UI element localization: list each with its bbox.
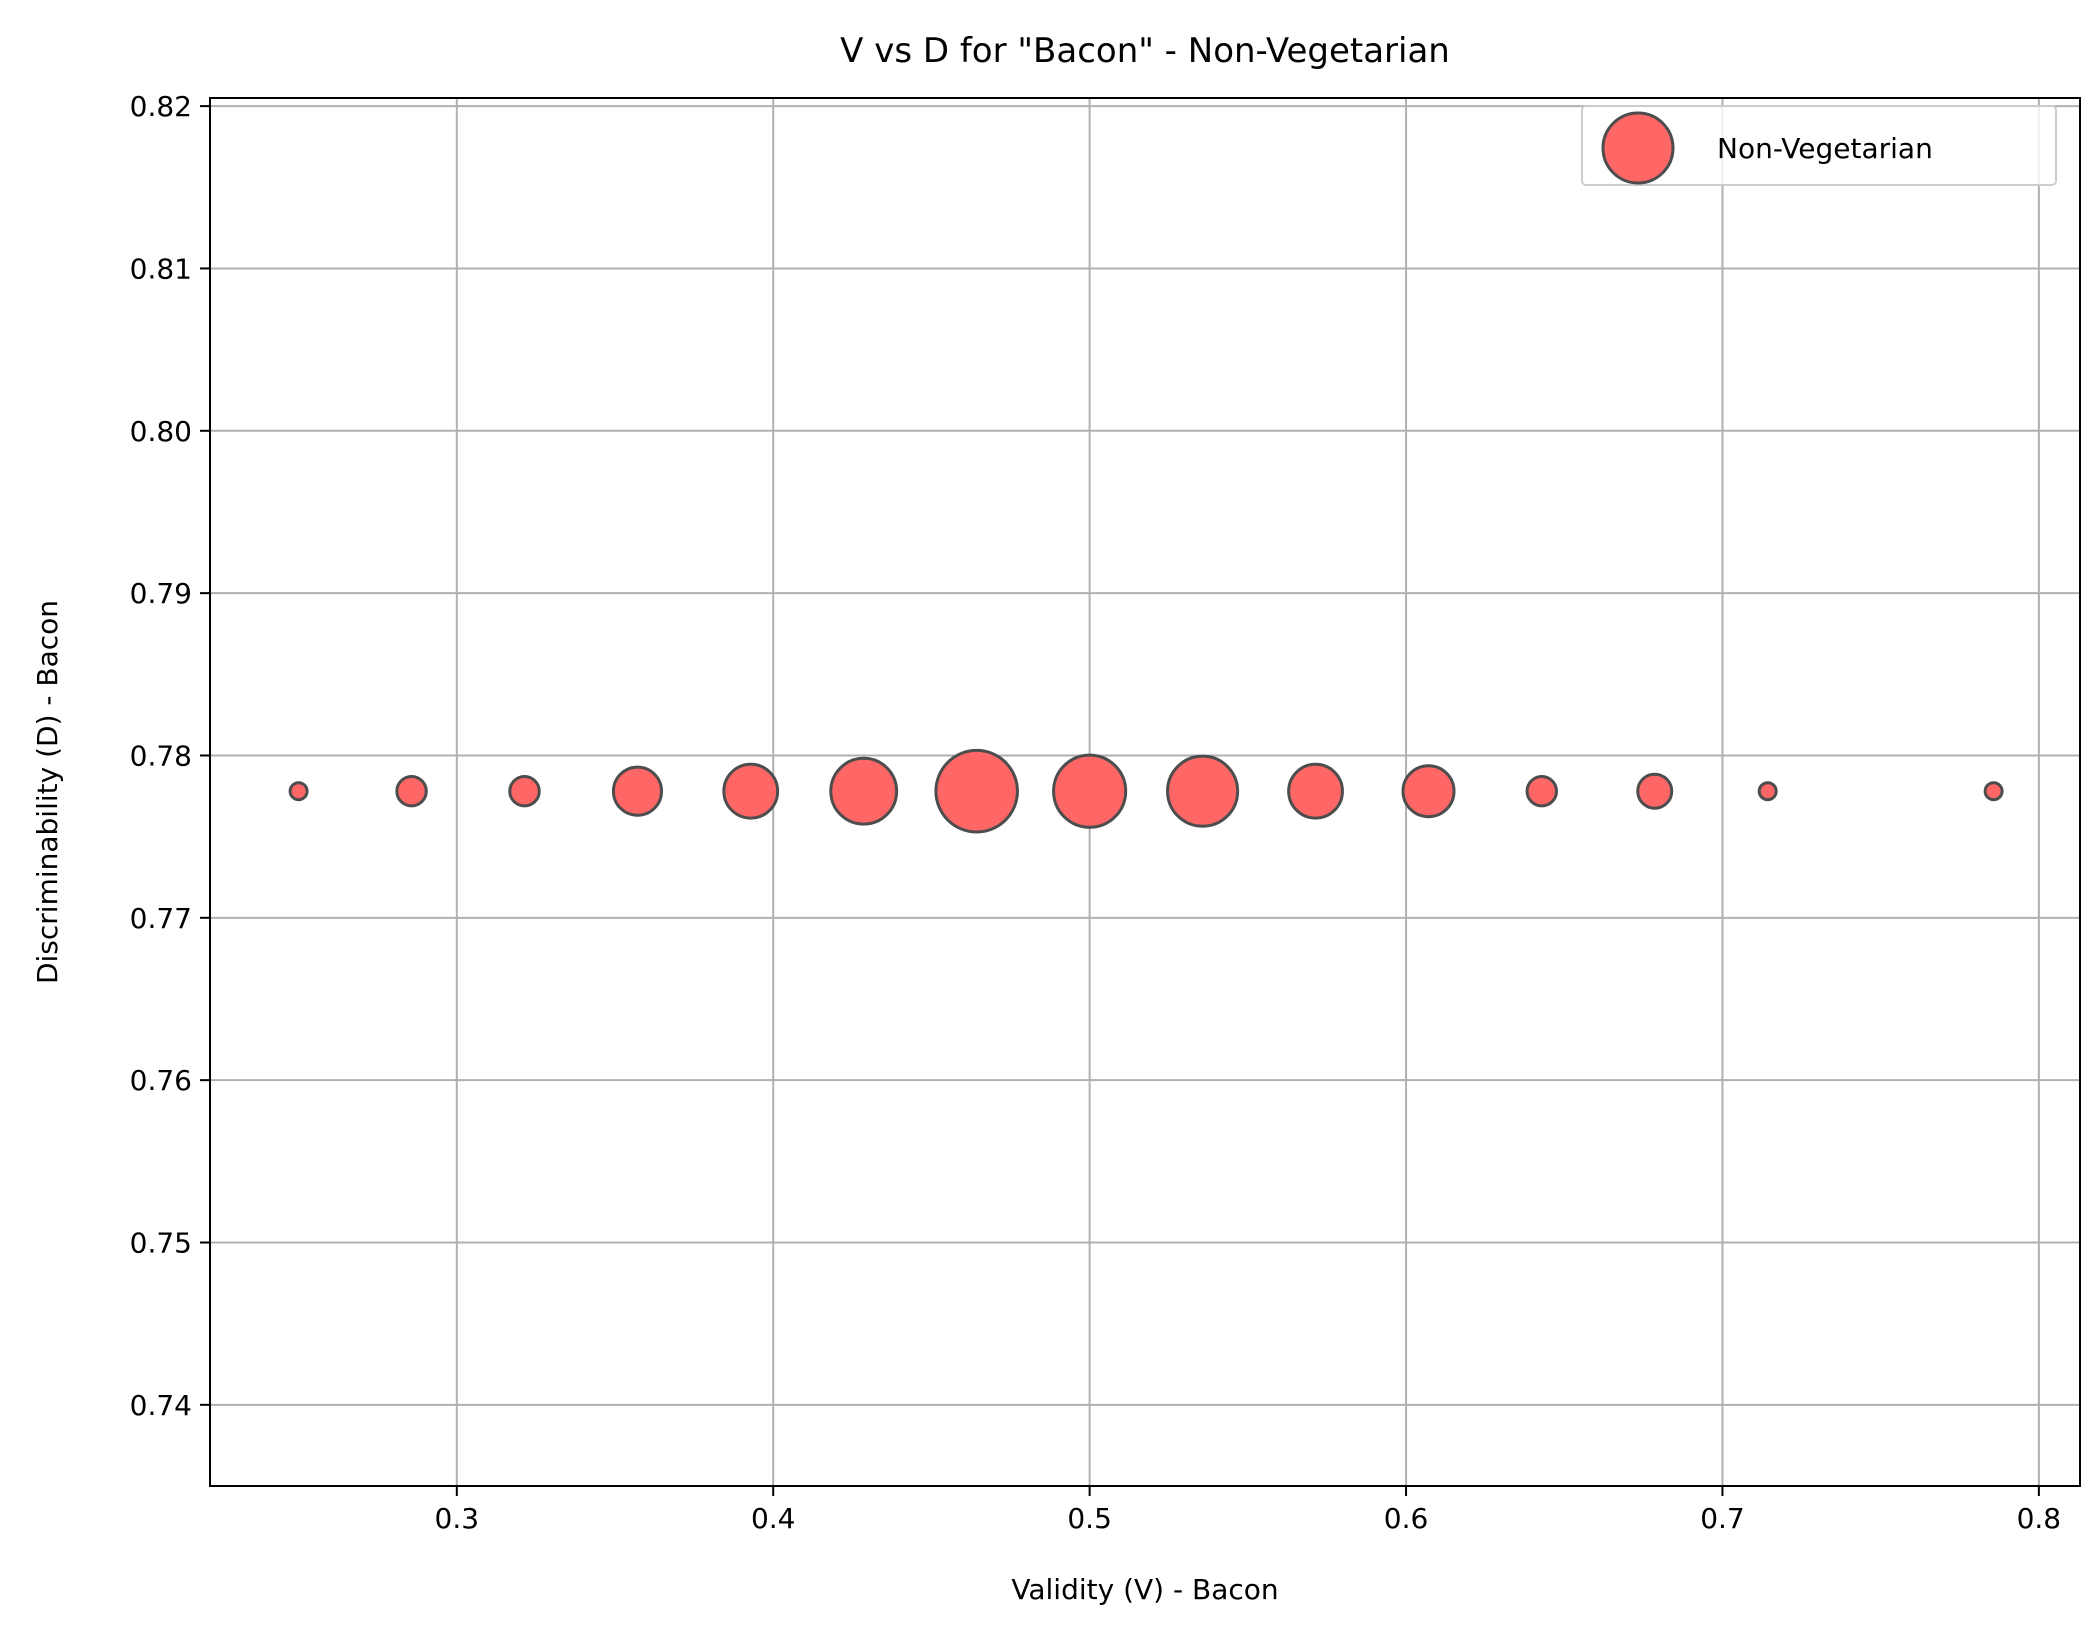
x-axis-label: Validity (V) - Bacon bbox=[1011, 1573, 1278, 1606]
x-tick-label: 0.5 bbox=[1067, 1502, 1112, 1535]
x-tick-label: 0.3 bbox=[435, 1502, 480, 1535]
y-tick-label: 0.81 bbox=[130, 252, 192, 285]
y-axis-label: Discriminability (D) - Bacon bbox=[31, 600, 64, 984]
y-tick-label: 0.78 bbox=[130, 739, 192, 772]
data-point bbox=[1287, 762, 1344, 820]
data-point bbox=[288, 781, 309, 802]
y-tick-label: 0.75 bbox=[130, 1226, 192, 1259]
data-point bbox=[829, 756, 899, 826]
y-tick-label: 0.80 bbox=[130, 415, 192, 448]
data-point bbox=[395, 774, 428, 808]
x-tick-label: 0.8 bbox=[2017, 1502, 2062, 1535]
data-point bbox=[1166, 754, 1240, 828]
x-tick-label: 0.7 bbox=[1700, 1502, 1745, 1535]
data-point bbox=[1983, 781, 2004, 802]
data-point bbox=[611, 765, 664, 817]
data-point bbox=[1401, 764, 1456, 819]
y-tick-label: 0.79 bbox=[130, 577, 192, 610]
legend: Non-Vegetarian bbox=[1581, 105, 2057, 186]
plot-frame bbox=[209, 97, 2081, 1487]
legend-box bbox=[1581, 105, 2057, 186]
x-tick-label: 0.4 bbox=[751, 1502, 796, 1535]
legend-marker bbox=[1601, 111, 1675, 185]
data-point bbox=[1525, 774, 1559, 808]
data-point bbox=[934, 748, 1019, 834]
y-tick-label: 0.82 bbox=[130, 90, 192, 123]
x-tick-label: 0.6 bbox=[1384, 1502, 1429, 1535]
data-point bbox=[722, 762, 780, 820]
data-point bbox=[1052, 753, 1128, 829]
y-tick-label: 0.77 bbox=[130, 902, 192, 935]
data-point bbox=[508, 774, 541, 808]
y-tick-label: 0.76 bbox=[130, 1064, 192, 1097]
legend-label: Non-Vegetarian bbox=[1717, 132, 1933, 165]
data-point bbox=[1636, 772, 1674, 810]
chart-title: V vs D for "Bacon" - Non-Vegetarian bbox=[840, 31, 1450, 71]
grid bbox=[210, 98, 2080, 1486]
y-tick-label: 0.74 bbox=[130, 1389, 192, 1422]
data-point bbox=[1757, 781, 1778, 802]
data-points bbox=[288, 748, 2004, 834]
axis-ticks: 0.3 0.4 0.5 0.6 0.7 0.8 0.74 0.75 0.76 0.77 0.78 0.… bbox=[130, 90, 2061, 1535]
